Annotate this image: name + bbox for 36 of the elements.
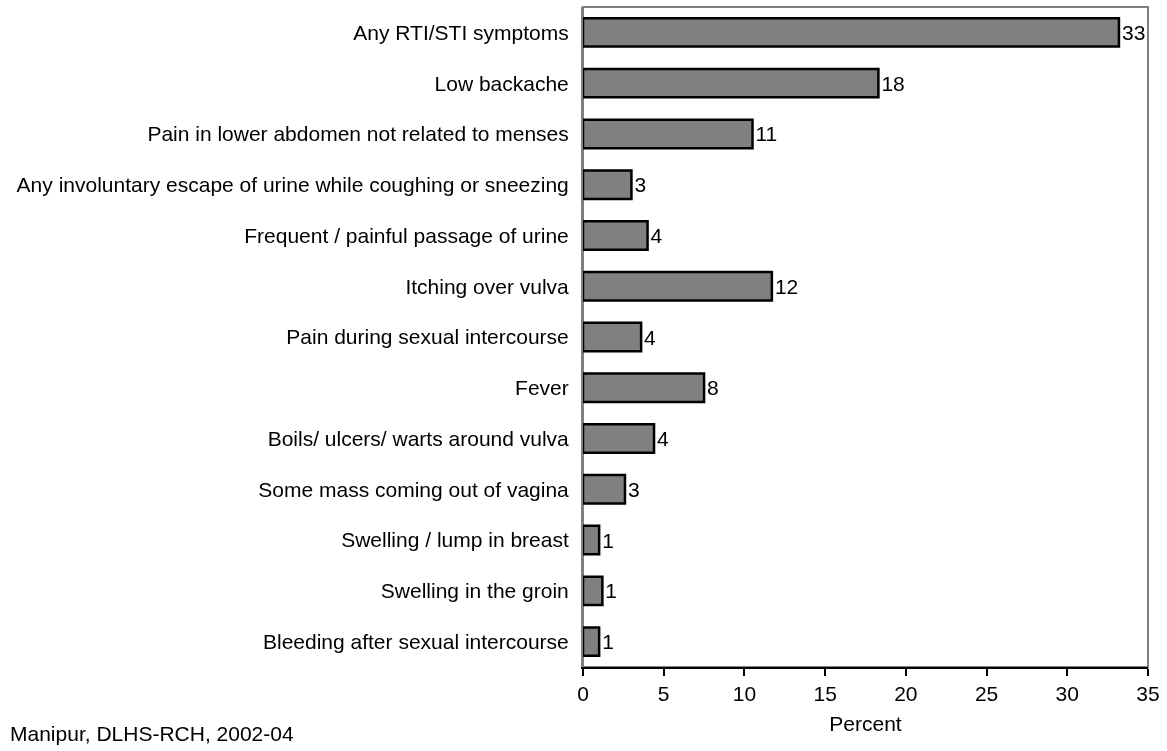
data-label: 33 (1121, 20, 1146, 44)
data-label: 11 (755, 122, 778, 146)
x-tick-label: 35 (1136, 682, 1160, 706)
data-label: 8 (707, 376, 719, 400)
y-tick-label: Swelling in the groin (380, 579, 569, 603)
data-label: 18 (881, 71, 905, 95)
y-tick-label: Low backache (434, 71, 569, 95)
y-tick-label: Swelling / lump in breast (341, 528, 569, 552)
x-tick-label: 30 (1055, 682, 1079, 706)
y-tick-label: Pain during sexual intercourse (286, 325, 569, 349)
y-tick-label: Any RTI/STI symptoms (353, 20, 569, 44)
data-label: 4 (644, 325, 657, 349)
y-tick-label: Boils/ ulcers/ warts around vulva (267, 426, 570, 450)
data-label: 4 (657, 427, 670, 451)
y-tick-label: Some mass coming out of vagina (258, 477, 570, 501)
x-tick-label: 15 (813, 682, 837, 706)
data-label: 4 (650, 223, 663, 247)
x-tick-label: 25 (974, 682, 999, 706)
y-tick-label: Bleeding after sexual intercourse (262, 629, 569, 653)
data-label: 3 (627, 477, 640, 501)
data-label: 12 (774, 274, 799, 298)
x-tick-label: 0 (577, 682, 589, 706)
x-tick-label: 20 (894, 682, 918, 706)
y-tick-label: Fever (515, 376, 569, 400)
y-tick-label: Pain in lower abdomen not related to menses (147, 122, 569, 146)
data-label: 3 (634, 173, 647, 197)
data-label: 1 (602, 528, 614, 552)
x-tick-label: 10 (732, 682, 757, 706)
y-tick-label: Itching over vulva (405, 274, 570, 298)
data-label: 1 (605, 579, 618, 603)
y-tick-label: Any involuntary escape of urine while coughing or sneezing (16, 173, 569, 197)
text: Manipur, DLHS-RCH, 2002-04 (10, 722, 294, 745)
y-tick-label: Frequent / painful passage of urine (244, 223, 569, 247)
x-axis-title: Percent (829, 711, 902, 735)
x-tick-label: 5 (657, 682, 670, 706)
data-label: 1 (602, 630, 614, 654)
